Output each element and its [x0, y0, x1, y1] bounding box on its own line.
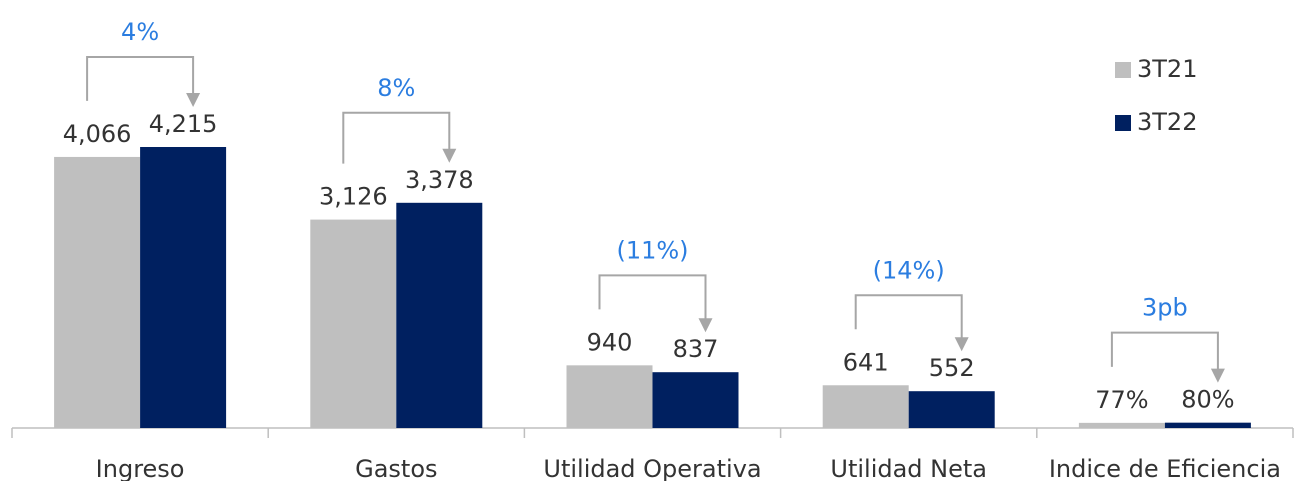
bracket [1110, 331, 1219, 371]
value-label: 4,066 [63, 120, 132, 148]
bar [908, 391, 995, 428]
x-tick-label: Ingreso [96, 455, 185, 481]
legend-swatch [1115, 62, 1131, 78]
legend-swatch [1115, 115, 1131, 131]
arrow-head [186, 93, 201, 107]
bar [396, 202, 483, 428]
bar [140, 147, 227, 428]
arrow-head [698, 318, 713, 333]
legend-label: 3T21 [1137, 55, 1197, 83]
value-label: 552 [929, 354, 975, 382]
bar [1164, 422, 1251, 428]
arrow-head [442, 148, 457, 163]
bracket [854, 294, 963, 340]
annotation: 4% [121, 18, 159, 46]
bracket [342, 111, 451, 164]
arrow-head [1210, 368, 1225, 383]
value-label: 3,378 [405, 166, 474, 194]
legend-label: 3T22 [1137, 108, 1197, 136]
bar [310, 219, 397, 428]
bracket [598, 274, 707, 321]
bar [566, 365, 653, 428]
value-label: 3,126 [319, 183, 388, 211]
annotation: 3pb [1142, 294, 1188, 322]
value-label: 4,215 [149, 110, 218, 138]
bar [1078, 422, 1165, 428]
x-tick-label: Indice de Eficiencia [1049, 455, 1281, 481]
x-tick-label: Utilidad Operativa [543, 455, 761, 481]
bracket [86, 56, 195, 101]
annotation: 8% [377, 74, 415, 102]
value-label: 641 [843, 348, 889, 376]
value-label: 77% [1095, 386, 1148, 414]
arrow-head [954, 337, 969, 352]
bar [822, 385, 909, 428]
value-label: 837 [673, 335, 719, 363]
annotation: (11%) [616, 236, 688, 264]
bar [54, 156, 141, 428]
annotation: (14%) [873, 256, 945, 284]
bar [652, 372, 739, 428]
x-tick-label: Gastos [355, 455, 437, 481]
value-label: 940 [587, 328, 633, 356]
value-label: 80% [1181, 386, 1234, 414]
x-tick-label: Utilidad Neta [830, 455, 987, 481]
